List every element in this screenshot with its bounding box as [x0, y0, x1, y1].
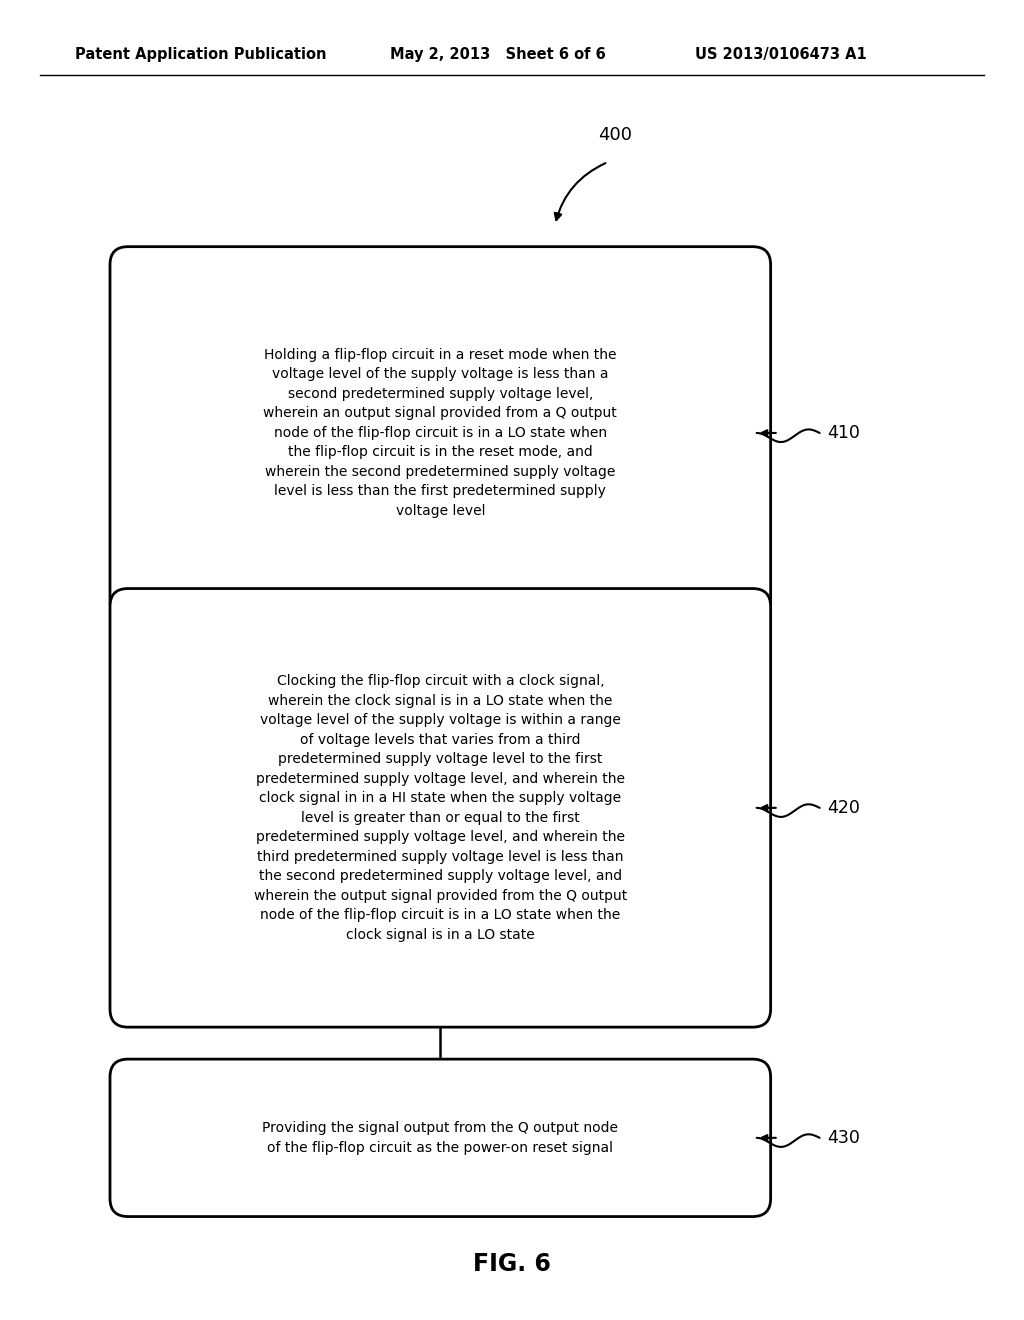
FancyBboxPatch shape — [110, 247, 771, 619]
Text: Clocking the flip-flop circuit with a clock signal,
wherein the clock signal is : Clocking the flip-flop circuit with a cl… — [254, 675, 627, 941]
Text: 420: 420 — [827, 799, 860, 817]
Text: 410: 410 — [827, 424, 860, 442]
Text: 400: 400 — [598, 125, 632, 144]
Text: US 2013/0106473 A1: US 2013/0106473 A1 — [695, 48, 866, 62]
Text: 430: 430 — [827, 1129, 860, 1147]
Text: FIG. 6: FIG. 6 — [473, 1251, 551, 1275]
FancyBboxPatch shape — [110, 589, 771, 1027]
FancyBboxPatch shape — [110, 1059, 771, 1217]
Text: May 2, 2013   Sheet 6 of 6: May 2, 2013 Sheet 6 of 6 — [390, 48, 606, 62]
Text: Patent Application Publication: Patent Application Publication — [75, 48, 327, 62]
Text: Providing the signal output from the Q output node
of the flip-flop circuit as t: Providing the signal output from the Q o… — [262, 1121, 618, 1155]
Text: Holding a flip-flop circuit in a reset mode when the
voltage level of the supply: Holding a flip-flop circuit in a reset m… — [263, 348, 617, 517]
